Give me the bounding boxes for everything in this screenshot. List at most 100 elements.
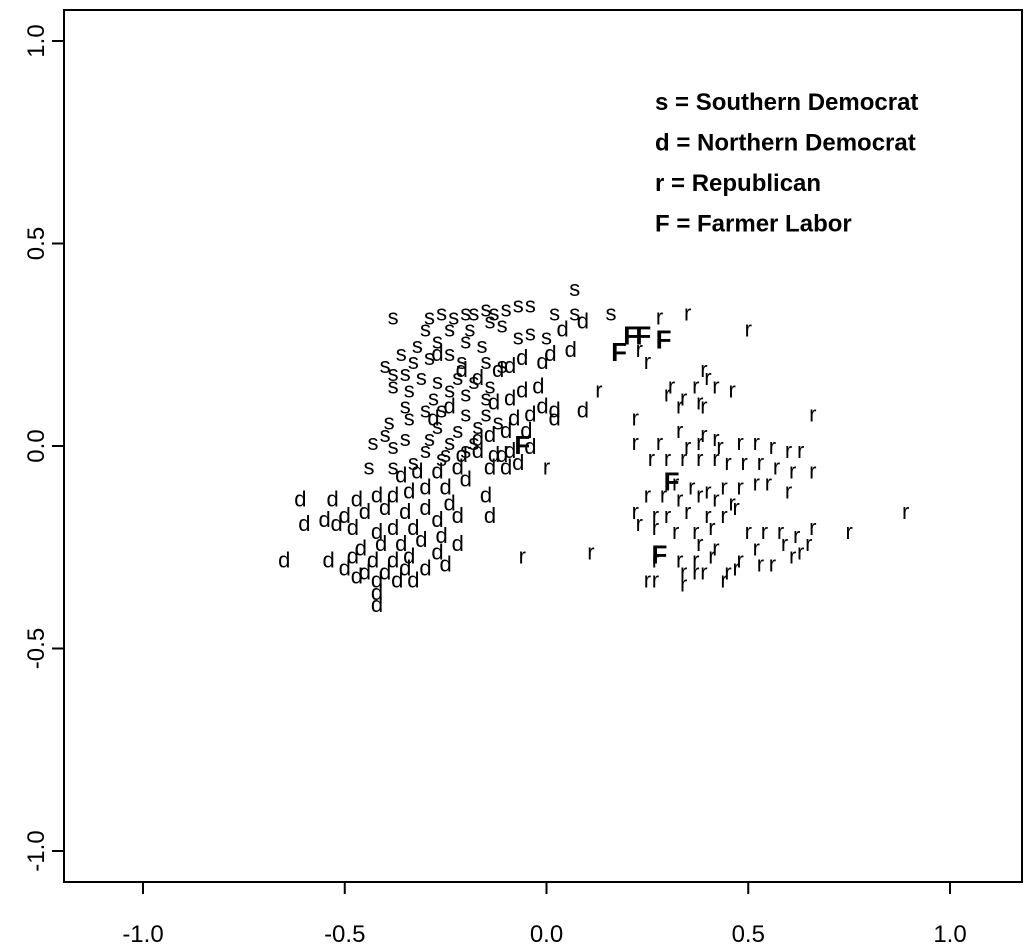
point-r: r [724, 560, 731, 585]
y-tick-label: -0.5 [23, 628, 50, 669]
point-s: s [404, 377, 415, 402]
point-r: r [587, 539, 594, 564]
point-r: r [793, 523, 800, 548]
point-r: r [704, 365, 711, 390]
point-r: r [845, 519, 852, 544]
point-s: s [367, 430, 378, 455]
point-d: d [431, 507, 443, 532]
point-d: d [419, 495, 431, 520]
point-r: r [656, 430, 663, 455]
point-d: d [536, 349, 548, 374]
point-d: d [488, 442, 500, 467]
point-r: r [636, 337, 643, 362]
point-d: d [415, 527, 427, 552]
y-tick-label: 0.5 [23, 227, 50, 260]
y-tick-label: -1.0 [23, 830, 50, 871]
point-r: r [797, 438, 804, 463]
point-r: r [696, 483, 703, 508]
x-tick-label: 1.0 [933, 921, 966, 948]
point-r: r [712, 373, 719, 398]
point-d: d [403, 543, 415, 568]
y-tick-label: 0.0 [23, 429, 50, 462]
point-d: d [492, 357, 504, 382]
point-d: d [411, 458, 423, 483]
point-F: F [664, 466, 680, 496]
point-d: d [524, 402, 536, 427]
point-r: r [676, 394, 683, 419]
point-s: s [468, 369, 479, 394]
point-s: s [541, 325, 552, 350]
point-d: d [524, 434, 536, 459]
point-r: r [684, 434, 691, 459]
point-r: r [672, 470, 679, 495]
point-r: r [781, 531, 788, 556]
point-r: r [785, 479, 792, 504]
point-s: s [408, 450, 419, 475]
point-s: s [468, 430, 479, 455]
point-s: s [416, 365, 427, 390]
point-d: d [371, 519, 383, 544]
point-s: s [388, 454, 399, 479]
point-r: r [704, 479, 711, 504]
point-s: s [485, 373, 496, 398]
point-r: r [716, 434, 723, 459]
point-s: s [472, 414, 483, 439]
point-r: r [676, 418, 683, 443]
point-r: r [543, 454, 550, 479]
point-r: r [708, 515, 715, 540]
point-s: s [420, 398, 431, 423]
point-r: r [712, 487, 719, 512]
point-s: s [493, 410, 504, 435]
point-r: r [737, 430, 744, 455]
point-r: r [720, 503, 727, 528]
point-r: r [712, 535, 719, 560]
point-d: d [504, 438, 516, 463]
point-r: r [696, 430, 703, 455]
point-r: r [700, 560, 707, 585]
point-d: d [512, 450, 524, 475]
point-d: d [294, 487, 306, 512]
point-s: s [456, 349, 467, 374]
point-r: r [728, 377, 735, 402]
point-d: d [375, 531, 387, 556]
point-s: s [388, 373, 399, 398]
point-d: d [407, 515, 419, 540]
point-d: d [298, 511, 310, 536]
point-d: d [557, 317, 569, 342]
point-d: d [488, 389, 500, 414]
point-d: d [347, 543, 359, 568]
point-d: d [395, 462, 407, 487]
point-d: d [278, 547, 290, 572]
point-r: r [644, 483, 651, 508]
point-d: d [387, 547, 399, 572]
point-s: s [452, 365, 463, 390]
point-r: r [684, 499, 691, 524]
point-F: F [611, 337, 627, 367]
point-d: d [532, 373, 544, 398]
point-d: d [379, 560, 391, 585]
point-s: s [363, 454, 374, 479]
point-s: s [525, 292, 536, 317]
point-r: r [664, 446, 671, 471]
point-d: d [444, 394, 456, 419]
point-d: d [435, 523, 447, 548]
point-s: s [480, 385, 491, 410]
point-F: F [514, 430, 530, 460]
point-d: d [472, 365, 484, 390]
legend-entry: r = Republican [655, 170, 821, 197]
point-s: s [424, 345, 435, 370]
point-d: d [544, 341, 556, 366]
point-s: s [400, 361, 411, 386]
point-d: d [516, 377, 528, 402]
point-s: s [460, 438, 471, 463]
point-d: d [399, 499, 411, 524]
point-r: r [680, 572, 687, 597]
point-d: d [496, 442, 508, 467]
point-d: d [403, 479, 415, 504]
point-r: r [809, 402, 816, 427]
point-s: s [480, 349, 491, 374]
point-r: r [632, 499, 639, 524]
point-d: d [407, 568, 419, 593]
point-d: d [480, 483, 492, 508]
point-r: r [696, 389, 703, 414]
